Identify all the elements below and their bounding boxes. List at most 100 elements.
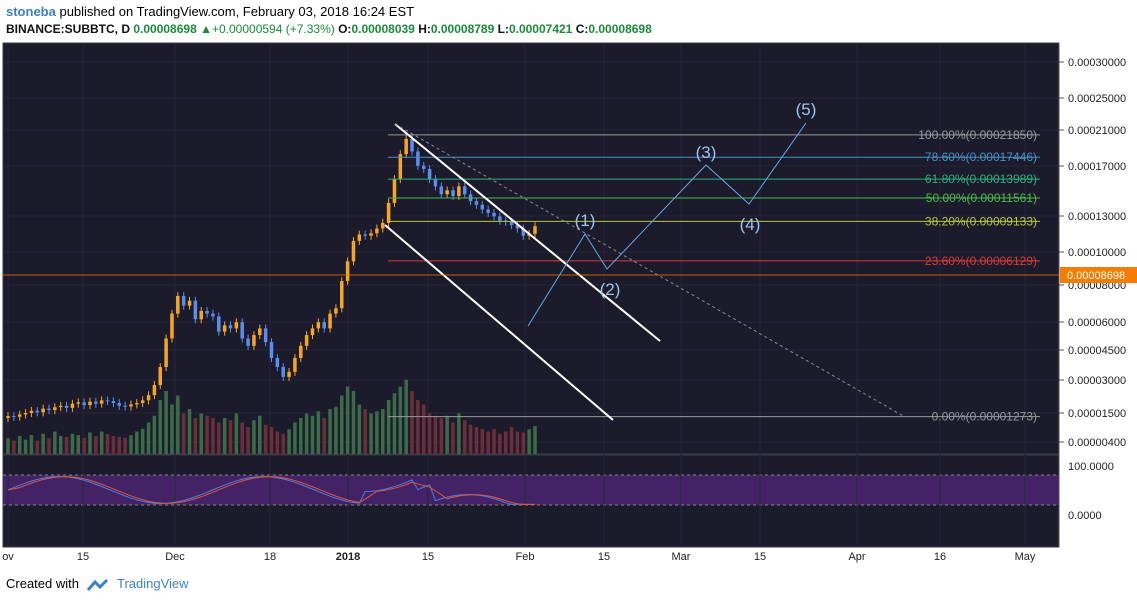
wave-path[interactable] — [527, 122, 807, 327]
candle-body — [246, 338, 250, 346]
volume-bar — [58, 436, 63, 454]
volume-bar — [398, 386, 403, 454]
trend-channel[interactable] — [384, 123, 906, 421]
volume-bar — [64, 436, 69, 454]
wave-label: (2) — [600, 280, 621, 299]
volume-bar — [158, 400, 163, 454]
candle-body — [287, 371, 291, 377]
volume-bar — [53, 431, 57, 454]
price-chart[interactable]: 0.00030000 0.00025000 0.00021000 0.00017000… — [0, 42, 1137, 572]
tradingview-link[interactable]: TradingView — [117, 576, 189, 591]
y-tick-label: 0.00013000 — [1068, 211, 1126, 223]
y-tick-label: 0.00025000 — [1068, 93, 1126, 105]
x-axis-ticks: ov 15 Dec 18 2018 15 Feb 15 Mar 15 Apr 16 May — [2, 43, 1036, 563]
volume-bar — [328, 409, 332, 454]
volume-bar — [363, 409, 367, 454]
volume-bar — [299, 418, 303, 454]
low-label: L: — [497, 22, 509, 36]
elliott-wave[interactable] — [527, 122, 807, 327]
candle-body — [211, 313, 215, 317]
ohlc-line: BINANCE:SUBBTC, D 0.00008698 ▲+0.0000059… — [6, 22, 652, 36]
candle-body — [29, 410, 34, 414]
publish-line: stoneba published on TradingView.com, Fe… — [6, 4, 414, 19]
x-tick-label: 15 — [598, 551, 610, 563]
volume-bar — [70, 433, 75, 454]
candle-body — [6, 416, 10, 419]
candle-body — [439, 186, 444, 195]
y-tick-label: 0.00000400 — [1068, 437, 1126, 449]
candle-body — [82, 402, 86, 406]
y-tick-label: 0.00004500 — [1068, 345, 1126, 357]
candle-body — [240, 322, 244, 339]
volume-bar — [457, 413, 461, 454]
candle-body — [64, 405, 69, 408]
volume-bar — [135, 431, 139, 454]
wave-label: (4) — [740, 215, 761, 234]
candle-body — [533, 226, 537, 234]
stoch-tick-label: 0.0000 — [1068, 510, 1102, 522]
fib-level-label: 38.20%(0.00009133) — [925, 214, 1037, 228]
main-pane[interactable] — [2, 42, 1060, 455]
candle-body — [170, 313, 174, 339]
volume-bar — [275, 431, 280, 454]
candle-body — [515, 225, 520, 229]
fib-retracement[interactable]: 100.00%(0.00021850) 78.60%(0.00017446) 61.… — [388, 128, 1040, 424]
volume-bar — [246, 427, 250, 454]
x-tick-label: 2018 — [336, 551, 360, 563]
candle-body — [310, 328, 315, 336]
volume-bar — [509, 427, 514, 454]
volume-bar — [533, 426, 537, 454]
x-tick-label: Mar — [672, 551, 691, 563]
volume-bar — [269, 427, 274, 454]
x-tick-label: Dec — [165, 551, 185, 563]
volume-bars — [6, 379, 537, 454]
fib-level-label: 0.00%(0.00001273) — [932, 410, 1037, 424]
volume-bar — [29, 435, 34, 454]
volume-bar — [492, 429, 496, 454]
y-tick-label: 0.00006000 — [1068, 317, 1126, 329]
y-tick-label: 0.00003000 — [1068, 375, 1126, 387]
volume-bar — [258, 415, 262, 454]
volume-bar — [240, 422, 244, 454]
channel-lower-line[interactable] — [384, 224, 614, 421]
candle-body — [421, 165, 426, 169]
volume-bar — [205, 415, 209, 454]
candle-body — [410, 138, 414, 152]
candle-body — [252, 335, 256, 346]
up-triangle-icon: ▲ — [200, 22, 212, 36]
publisher-name[interactable]: stoneba — [6, 4, 56, 19]
price-axis[interactable] — [1060, 43, 1137, 547]
candle-body — [88, 401, 92, 406]
dashed-trend-line[interactable] — [394, 123, 906, 418]
open-label: O: — [338, 22, 352, 36]
candle-body — [392, 179, 397, 203]
volume-bar — [527, 429, 531, 454]
candle-body — [234, 322, 239, 329]
candle-body — [328, 313, 332, 329]
candle-body — [480, 204, 485, 210]
x-tick-label: 15 — [77, 551, 89, 563]
volume-bar — [334, 406, 338, 454]
stochastic-lines — [7, 476, 535, 505]
volume-bar — [515, 431, 520, 454]
volume-bar — [129, 435, 133, 454]
volume-bar — [427, 413, 432, 454]
candle-body — [351, 240, 356, 262]
volume-bar — [41, 433, 45, 454]
volume-bar — [380, 409, 385, 454]
candle-body — [363, 234, 367, 236]
channel-upper-line[interactable] — [394, 123, 661, 342]
volume-bar — [503, 431, 508, 454]
volume-bar — [340, 395, 344, 454]
volume-bar — [105, 434, 110, 454]
candle-body — [76, 402, 81, 404]
candle-body — [316, 322, 321, 329]
volume-bar — [357, 404, 362, 454]
volume-bar — [252, 420, 256, 454]
candle-body — [176, 295, 180, 314]
close-label: C: — [575, 22, 589, 36]
candle-body — [486, 209, 490, 213]
volume-bar — [468, 424, 473, 454]
candle-body — [386, 202, 391, 223]
volume-bar — [316, 411, 321, 454]
